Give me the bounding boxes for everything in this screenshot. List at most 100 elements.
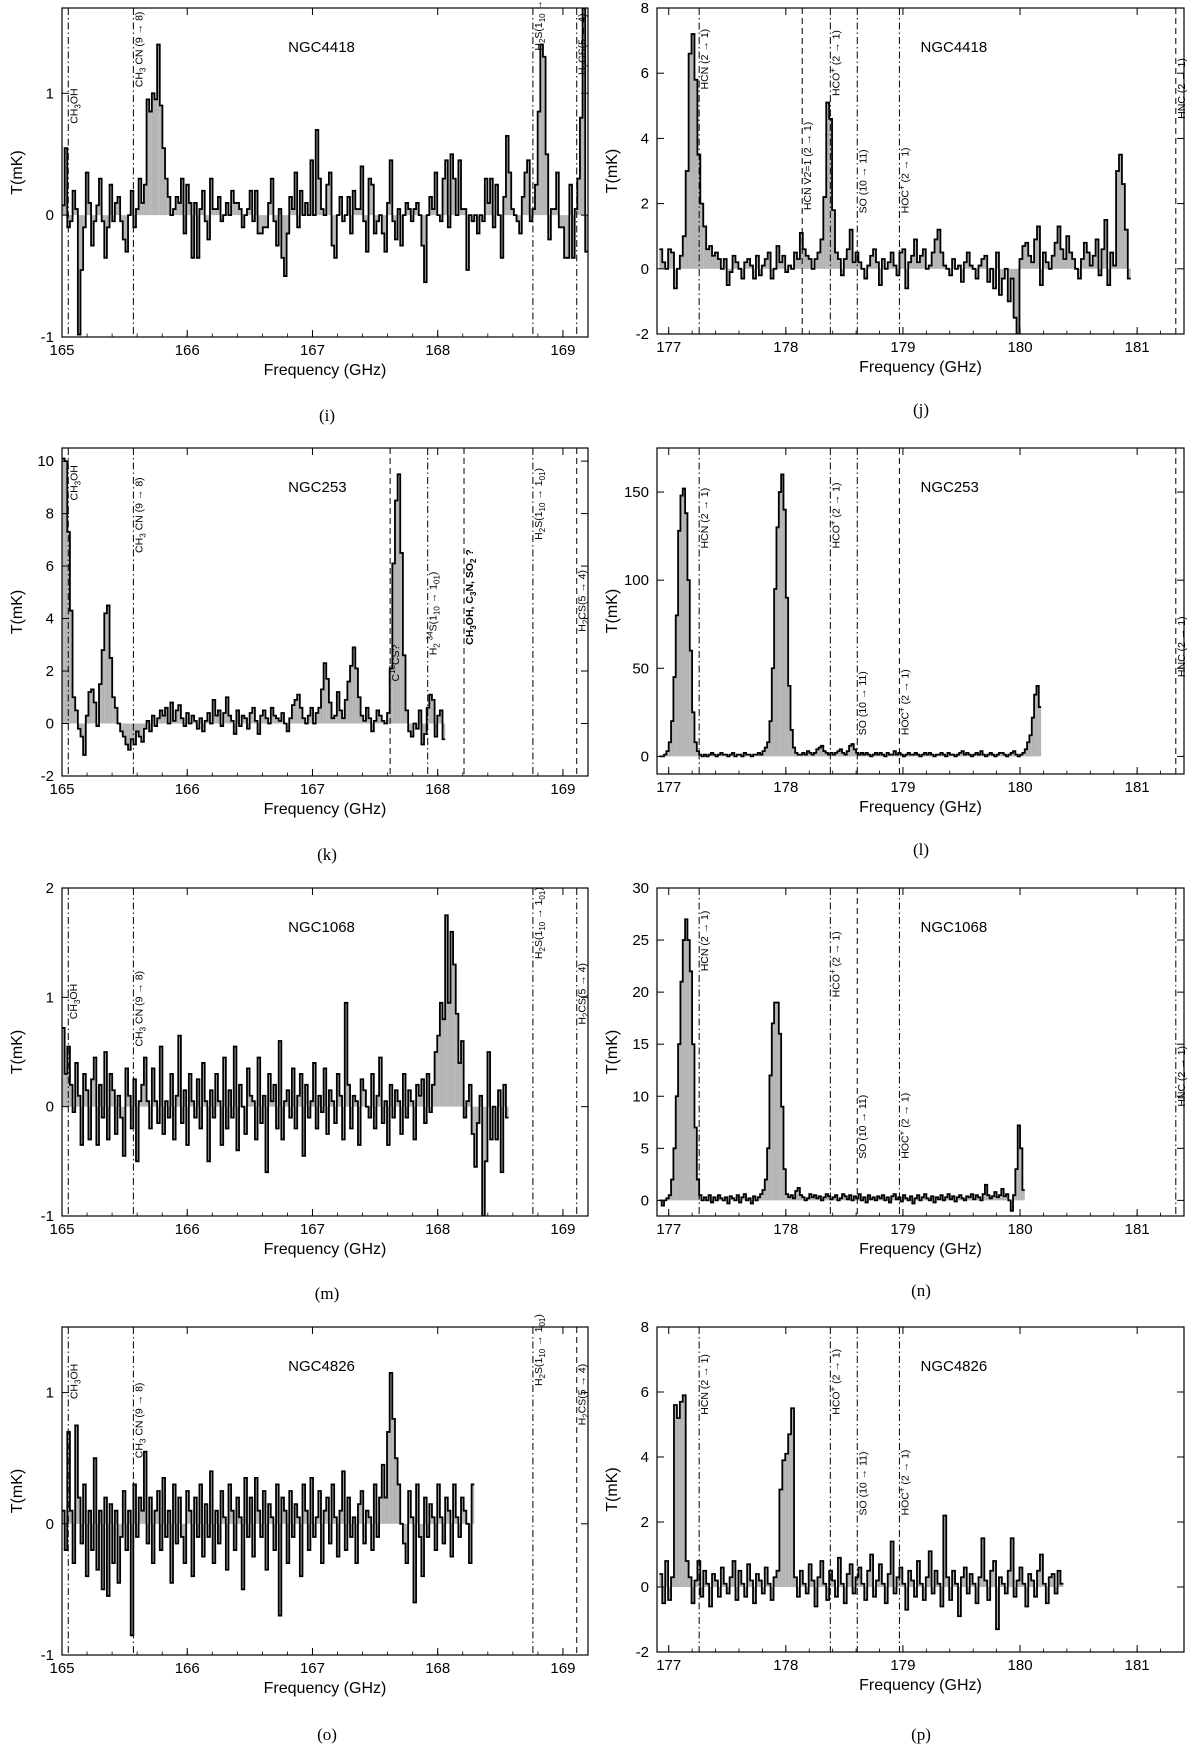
spectrum-bin <box>902 249 906 269</box>
spectrum-bin <box>299 1073 303 1107</box>
spectrum-bin <box>291 705 295 724</box>
spectrum-bin <box>796 259 800 269</box>
spectrum-bin <box>151 715 155 724</box>
spectrum-bin <box>357 697 361 724</box>
spectrum-bin <box>556 172 559 216</box>
spectrum-bin <box>949 268 953 276</box>
spectrum-bin <box>85 1090 89 1107</box>
spectrum-bin <box>331 1101 335 1107</box>
spectrum-bin <box>297 1517 300 1524</box>
spectrum-bin <box>1037 1570 1040 1587</box>
spectrum-bin <box>671 721 674 757</box>
spectrum-bin <box>511 209 514 216</box>
spectrum-bin <box>397 474 401 724</box>
spectrum-bin <box>215 209 218 216</box>
spectrum-bin <box>429 1106 432 1113</box>
spectrum-bin <box>1034 239 1038 269</box>
spectrum-bin <box>400 215 403 246</box>
spectrum-bin <box>339 710 343 724</box>
spectrum-bin <box>785 1194 789 1201</box>
spectrum-bin <box>919 1583 923 1587</box>
spectrum-bin <box>273 715 277 724</box>
spectrum-bin <box>791 1408 795 1587</box>
spectrum-bin <box>902 1195 906 1201</box>
spectrum-bin <box>952 1196 955 1201</box>
spectrum-bin <box>225 1106 229 1129</box>
spectrum-bin <box>400 552 403 724</box>
spectrum-bin <box>761 1587 765 1594</box>
x-tick-label: 166 <box>175 1660 200 1677</box>
spectrum-bin <box>252 1101 255 1107</box>
spectrum-bin <box>434 1523 438 1551</box>
spectrum-bin <box>476 215 480 234</box>
spectrum-bin <box>96 1106 99 1145</box>
spectrum-bin <box>921 1197 925 1201</box>
spectrum-bin <box>898 752 901 757</box>
spectrum-bin <box>101 1523 105 1590</box>
spectrum-bin <box>268 202 271 216</box>
spectrum-bin <box>310 1477 314 1524</box>
spectrum-bin <box>109 184 113 216</box>
spectrum-bin <box>355 1101 358 1107</box>
spectrum-bin <box>69 610 73 724</box>
spectrum-bin <box>183 723 187 727</box>
spectrum-bin <box>98 178 102 216</box>
spectrum-bin <box>228 1090 232 1107</box>
spectrum-bin <box>984 255 988 269</box>
spectrum-bin <box>204 720 208 724</box>
spectrum-bin <box>75 710 78 724</box>
spectrum-bin <box>776 527 779 757</box>
spectrum-bin <box>347 1084 351 1107</box>
spectrum-bin <box>720 1198 723 1201</box>
spectrum-bin <box>355 209 358 216</box>
spectrum-bin <box>873 249 876 269</box>
spectrum-bin <box>294 1504 298 1524</box>
spectrum-bin <box>680 495 683 757</box>
spectrum-bin <box>297 215 300 228</box>
spectrum-bin <box>508 172 512 216</box>
spectrum-bin <box>956 1197 960 1201</box>
spectrum-bin <box>916 1195 920 1201</box>
spectrum-bin <box>445 915 448 1107</box>
spectrum-bin <box>262 1491 266 1524</box>
spectrum-bin <box>1045 262 1049 269</box>
spectrum-bin <box>392 1106 395 1118</box>
spectrum-bin <box>916 1561 920 1587</box>
line-label: CH3OH <box>68 465 82 500</box>
spectrum-bin <box>381 1464 385 1524</box>
spectrum-bin <box>183 215 187 234</box>
spectrum-bin <box>424 1497 427 1524</box>
spectrum-line <box>62 914 509 1216</box>
spectrum-bin <box>357 209 361 216</box>
spectrum-bin <box>966 252 970 269</box>
spectrum-bin <box>1107 268 1111 286</box>
spectrum-bin <box>884 1587 888 1604</box>
spectrum-bin <box>750 1580 754 1587</box>
spectrum-bin <box>835 1587 838 1597</box>
spectrum-bin <box>334 215 337 258</box>
spectrum-bin <box>1005 1194 1009 1201</box>
spectrum-bin <box>69 215 73 222</box>
spectrum-bin <box>757 752 761 757</box>
spectrum-bin <box>666 1198 669 1201</box>
spectrum-bin <box>687 580 690 757</box>
spectrum-bin <box>91 215 94 246</box>
spectrum-bin <box>133 215 136 228</box>
line-label: HOC+ (2 → 1) <box>897 1093 911 1159</box>
spectrum-bin <box>689 650 693 757</box>
spectrum-bin <box>336 1523 340 1557</box>
spectrum-bin <box>93 215 97 222</box>
spectrum-bin <box>373 720 377 724</box>
x-tick-label: 181 <box>1125 779 1150 796</box>
spectrum-bin <box>975 752 978 757</box>
spectrum-bin <box>202 723 205 732</box>
y-tick-label: 8 <box>641 0 649 17</box>
spectrum-bin <box>437 715 440 724</box>
spectrum-bin <box>937 1583 941 1587</box>
spectrum-bin <box>783 1169 786 1201</box>
spectrum-bin <box>339 1095 343 1107</box>
spectrum-bin <box>1025 1587 1029 1607</box>
spectrum-bin <box>159 1523 163 1551</box>
spectrum-bin <box>93 702 97 724</box>
spectrum-bin <box>429 1504 432 1524</box>
